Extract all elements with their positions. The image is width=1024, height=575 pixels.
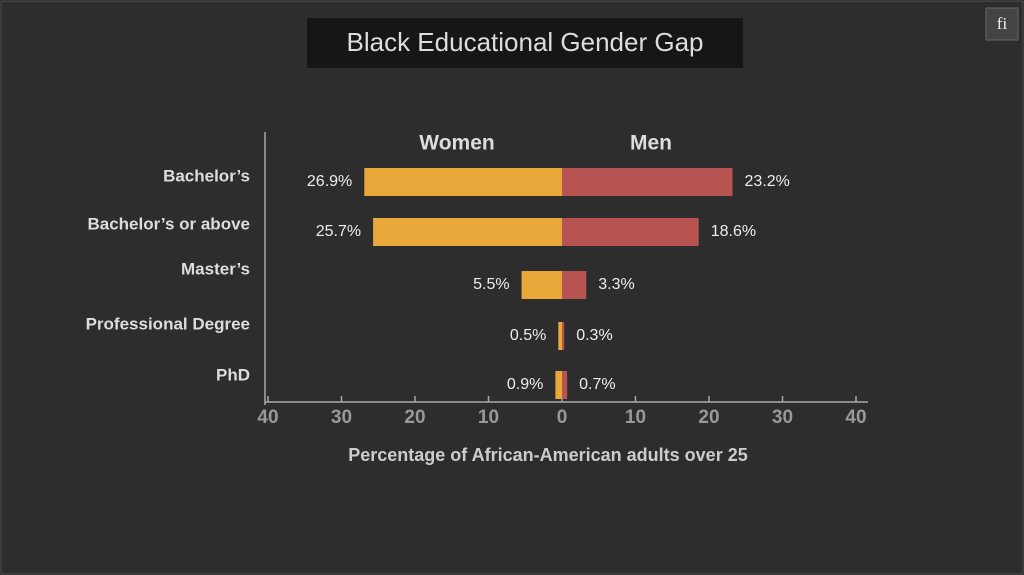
value-label: 18.6% [711, 223, 756, 240]
bar [562, 271, 587, 299]
bar [364, 168, 562, 196]
category-label: PhD [216, 365, 250, 384]
value-label: 0.5% [510, 327, 546, 344]
value-label: 0.9% [507, 376, 543, 393]
icon-button[interactable] [985, 7, 1019, 41]
title-box [307, 18, 743, 68]
category-label: Professional Degree [86, 314, 250, 333]
category-label: Bachelor’s [163, 166, 250, 185]
category-label: Master’s [181, 259, 250, 278]
x-tick-label: 10 [625, 407, 646, 428]
legend-label: Women [419, 132, 494, 155]
bar [521, 271, 562, 299]
x-tick-label: 40 [257, 407, 278, 428]
x-tick-label: 20 [698, 407, 719, 428]
x-tick-label: 20 [404, 407, 425, 428]
value-label: 0.3% [576, 327, 612, 344]
legend-label: Men [630, 132, 672, 155]
bar [558, 322, 562, 350]
x-tick-label: 40 [845, 407, 866, 428]
chart-title: Black Educational Gender Gap [347, 27, 704, 57]
x-tick-label: 10 [478, 407, 499, 428]
x-tick-label: 30 [772, 407, 793, 428]
bar [373, 218, 562, 246]
x-axis-label: Percentage of African-American adults ov… [348, 445, 747, 465]
bar [555, 371, 562, 399]
value-label: 23.2% [745, 173, 790, 190]
x-tick-label: 30 [331, 407, 352, 428]
x-tick-label: 0 [557, 407, 568, 428]
value-label: 26.9% [307, 173, 352, 190]
bar [562, 218, 699, 246]
value-label: 3.3% [598, 276, 634, 293]
category-label: Bachelor’s or above [87, 214, 250, 233]
bar [562, 322, 565, 350]
value-label: 0.7% [579, 376, 615, 393]
bar [562, 168, 733, 196]
icon[interactable]: fi [997, 14, 1008, 33]
bar [562, 371, 568, 399]
value-label: 25.7% [316, 223, 361, 240]
value-label: 5.5% [473, 276, 509, 293]
